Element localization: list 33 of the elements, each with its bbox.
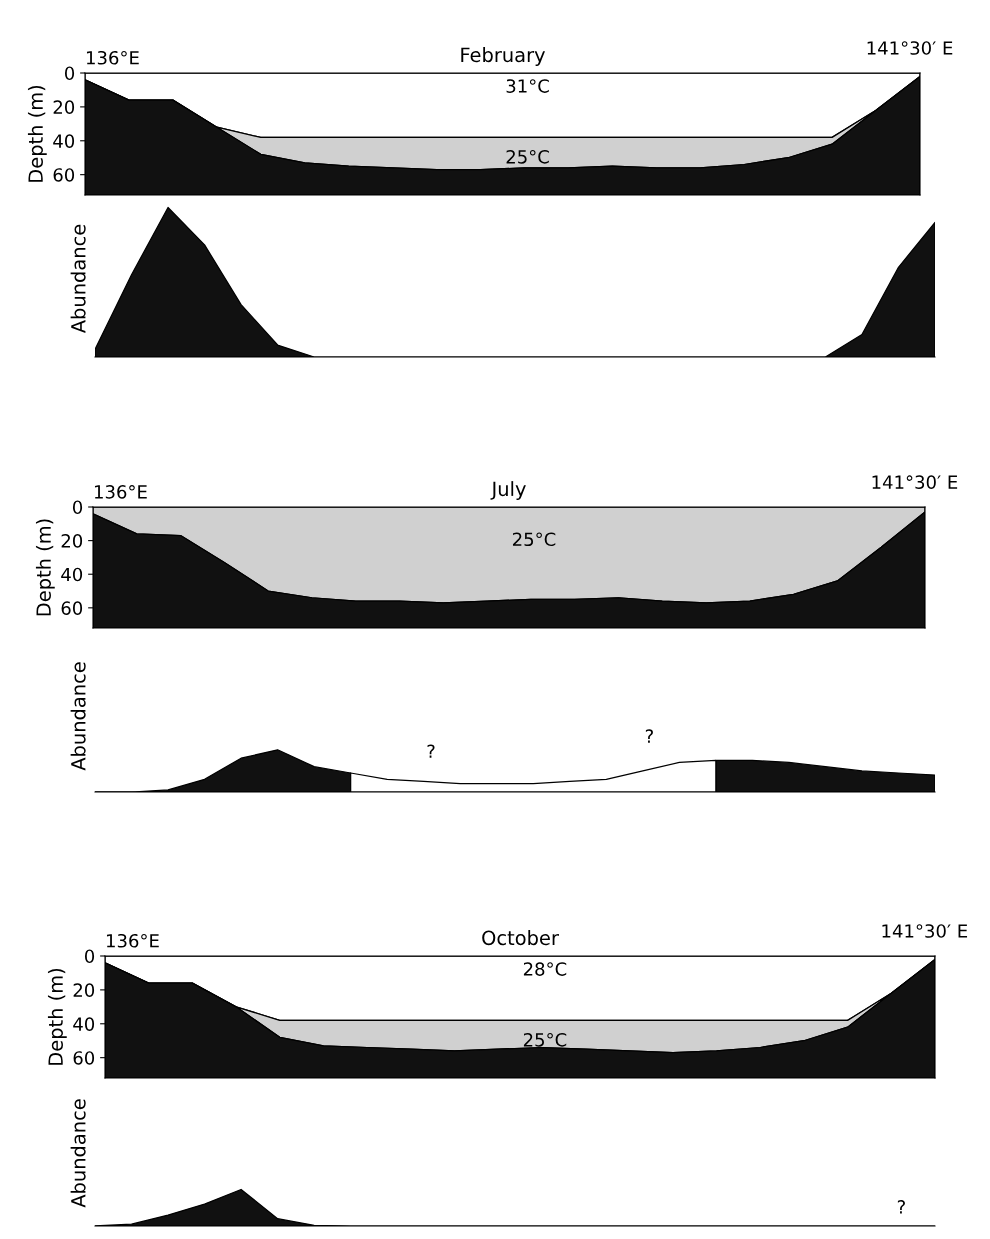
text: 136°E [106, 933, 159, 948]
y-tick-label: 0 [64, 66, 75, 81]
y-axis-title: Depth (m) [47, 968, 67, 1065]
y-tick-label: 60 [61, 601, 83, 615]
text: 141°30′ E [872, 475, 958, 489]
y-axis-title: Depth (m) [35, 519, 55, 616]
y-axis-title: Abundance [70, 1099, 86, 1208]
text: 141°30′ E [867, 41, 953, 55]
chart-title: February [461, 47, 545, 66]
y-tick-label: 0 [84, 949, 95, 964]
text: 136°E [94, 485, 147, 499]
y-tick-label: 40 [53, 134, 75, 148]
y-axis-title: Abundance [70, 662, 86, 771]
annotation: 25°C [512, 532, 556, 547]
y-axis-title: Abundance [70, 224, 86, 334]
chart-title: October [482, 930, 559, 946]
y-axis-title: Depth (m) [27, 85, 47, 182]
chart-title: July [490, 481, 526, 500]
y-tick-label: 60 [73, 1051, 95, 1065]
y-tick-label: 40 [61, 567, 83, 582]
annotation: ? [427, 744, 435, 758]
text: 136°E [86, 50, 139, 65]
y-tick-label: 0 [72, 500, 83, 515]
y-tick-label: 20 [53, 100, 75, 115]
y-tick-label: 20 [73, 983, 95, 998]
y-tick-label: 20 [61, 534, 83, 548]
annotation: ? [897, 1200, 905, 1214]
text: 141°30′ E [882, 924, 968, 938]
text: ? [645, 729, 653, 743]
annotation: 25°C [523, 1032, 567, 1047]
y-tick-label: 60 [53, 168, 75, 182]
y-tick-label: 40 [73, 1017, 95, 1031]
annotation: 25°C [506, 149, 549, 164]
